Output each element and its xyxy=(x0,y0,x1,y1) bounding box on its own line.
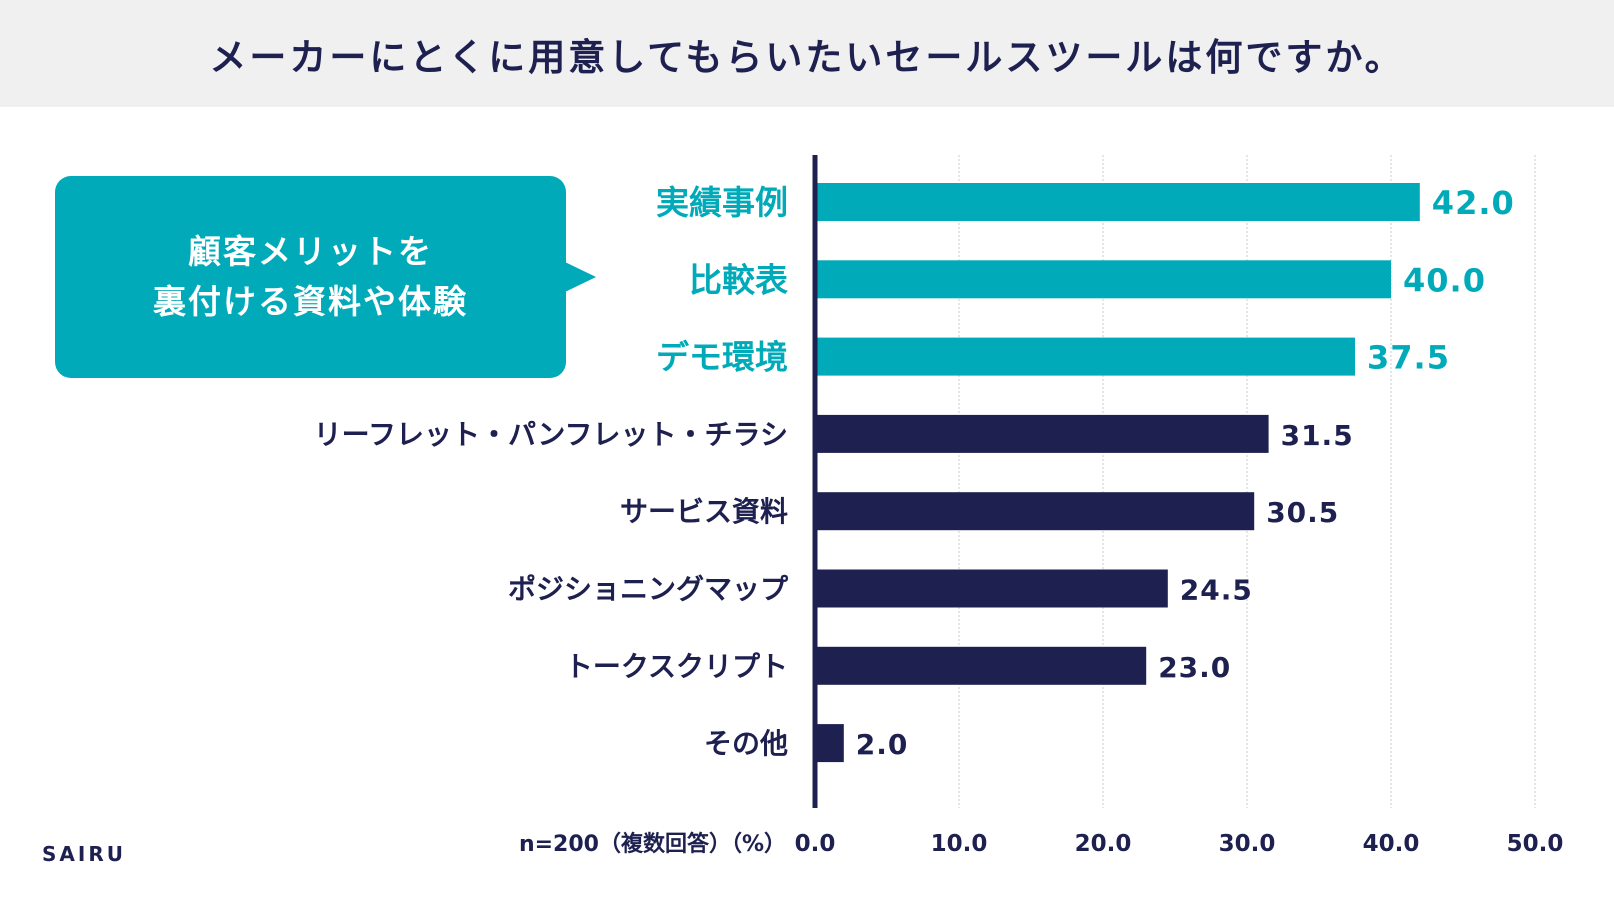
value-label: 42.0 xyxy=(1432,184,1515,222)
category-label: トークスクリプト xyxy=(565,650,788,683)
value-label: 23.0 xyxy=(1158,651,1231,684)
value-label: 24.5 xyxy=(1180,574,1253,607)
category-label: 比較表 xyxy=(689,260,788,299)
bar xyxy=(815,414,1269,453)
bar xyxy=(815,337,1355,376)
category-label: デモ環境 xyxy=(656,338,788,377)
callout-bubble: 顧客メリットを 裏付ける資料や体験 xyxy=(55,176,596,378)
value-label: 37.5 xyxy=(1367,339,1450,377)
category-label: その他 xyxy=(704,727,788,760)
category-label: リーフレット・パンフレット・チラシ xyxy=(314,418,788,451)
tick-label: 30.0 xyxy=(1219,831,1276,857)
value-label: 40.0 xyxy=(1403,261,1486,299)
tick-label: 40.0 xyxy=(1363,831,1420,857)
bar xyxy=(815,183,1420,221)
title-bar: メーカーにとくに用意してもらいたいセールスツールは何ですか。 xyxy=(0,0,1614,107)
category-label: 実績事例 xyxy=(656,183,788,222)
bar xyxy=(815,569,1168,608)
category-label: ポジショニングマップ xyxy=(508,573,789,606)
tick-label: 0.0 xyxy=(795,831,836,857)
bar xyxy=(815,724,844,763)
tick-label: 50.0 xyxy=(1507,831,1564,857)
value-label: 31.5 xyxy=(1281,419,1354,452)
page-title: メーカーにとくに用意してもらいたいセールスツールは何ですか。 xyxy=(209,35,1405,79)
category-label: サービス資料 xyxy=(620,495,788,528)
value-label: 30.5 xyxy=(1266,496,1339,529)
value-label: 2.0 xyxy=(856,728,909,761)
bar xyxy=(815,646,1147,685)
bar xyxy=(815,492,1255,531)
brand-logo: SAIRU xyxy=(42,842,126,866)
callout-text: 顧客メリットを 裏付ける資料や体験 xyxy=(153,232,468,321)
tick-label: 10.0 xyxy=(931,831,988,857)
bar xyxy=(815,260,1391,299)
tick-label: 20.0 xyxy=(1075,831,1132,857)
sample-size-note: n=200（複数回答）（%） xyxy=(519,831,786,857)
